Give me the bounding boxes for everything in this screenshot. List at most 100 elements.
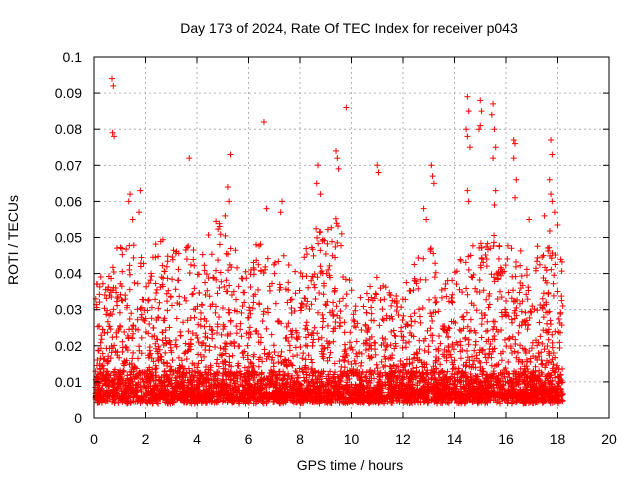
data-point [363,340,370,347]
data-point [290,353,297,360]
data-point [276,286,283,293]
data-point [546,244,553,251]
data-point [129,394,136,401]
data-point [306,372,313,379]
data-point [104,360,111,367]
data-point [334,239,341,246]
data-point [383,343,390,350]
data-point [184,244,191,251]
data-point [183,355,190,362]
data-point [219,305,226,312]
data-point [233,296,240,303]
data-point [230,288,237,295]
data-point [554,288,561,295]
data-point [358,359,365,366]
data-point [493,270,500,277]
data-point [204,287,211,294]
data-point [501,336,508,343]
data-point [118,297,125,304]
data-point [247,284,254,291]
data-point [444,368,451,375]
data-point [373,361,380,368]
data-point [309,359,316,366]
data-point [485,304,492,311]
data-point [264,305,271,312]
data-point [398,333,405,340]
data-point [137,263,144,270]
data-point [99,362,106,369]
data-point [254,286,261,293]
data-point [145,280,152,287]
data-point [193,332,200,339]
data-point [152,280,159,287]
data-point [242,268,249,275]
data-point [302,342,309,349]
data-point [551,272,558,279]
data-point [463,362,470,369]
data-point [478,321,485,328]
data-point [411,261,418,268]
data-point [152,241,159,248]
data-point [322,251,329,258]
data-point [118,283,125,290]
data-point [550,361,557,368]
data-point [206,323,213,330]
data-point [368,310,375,317]
data-point [212,309,219,316]
data-point [341,319,348,326]
data-point [197,309,204,316]
data-point [283,323,290,330]
data-point [309,342,316,349]
data-point [416,306,423,313]
data-point [429,318,436,325]
data-point [119,251,126,258]
data-point [285,262,292,269]
data-point [225,309,232,316]
data-point [285,287,292,294]
data-point [296,365,303,372]
data-point [160,275,167,282]
data-point [332,243,339,250]
data-point [166,338,173,345]
data-point [94,323,101,330]
data-point [465,266,472,273]
data-point [464,323,471,330]
data-point [515,329,522,336]
data-point [164,307,171,314]
data-point [259,318,266,325]
data-point [407,288,414,295]
data-point [275,359,282,366]
data-point [348,287,355,294]
data-point [134,316,141,323]
data-point [257,334,264,341]
data-point [457,348,464,355]
data-point [445,324,452,331]
data-point [209,335,216,342]
data-point [313,225,320,232]
data-point [488,354,495,361]
data-point [545,336,552,343]
data-point [183,297,190,304]
data-point [188,391,195,398]
data-point [466,357,473,364]
data-point [237,320,244,327]
data-point [149,366,156,373]
data-point [471,347,478,354]
data-point [128,310,135,317]
data-point [269,280,276,287]
data-point [292,290,299,297]
data-point [505,358,512,365]
data-point [167,293,174,300]
data-point [531,306,538,313]
data-point [190,290,197,297]
data-point [438,286,445,293]
data-point [183,256,190,263]
data-point [328,238,335,245]
data-point [150,325,157,332]
data-point [325,266,332,273]
data-point [110,306,117,313]
data-point [467,316,474,323]
data-point [495,361,502,368]
data-point [259,358,266,365]
